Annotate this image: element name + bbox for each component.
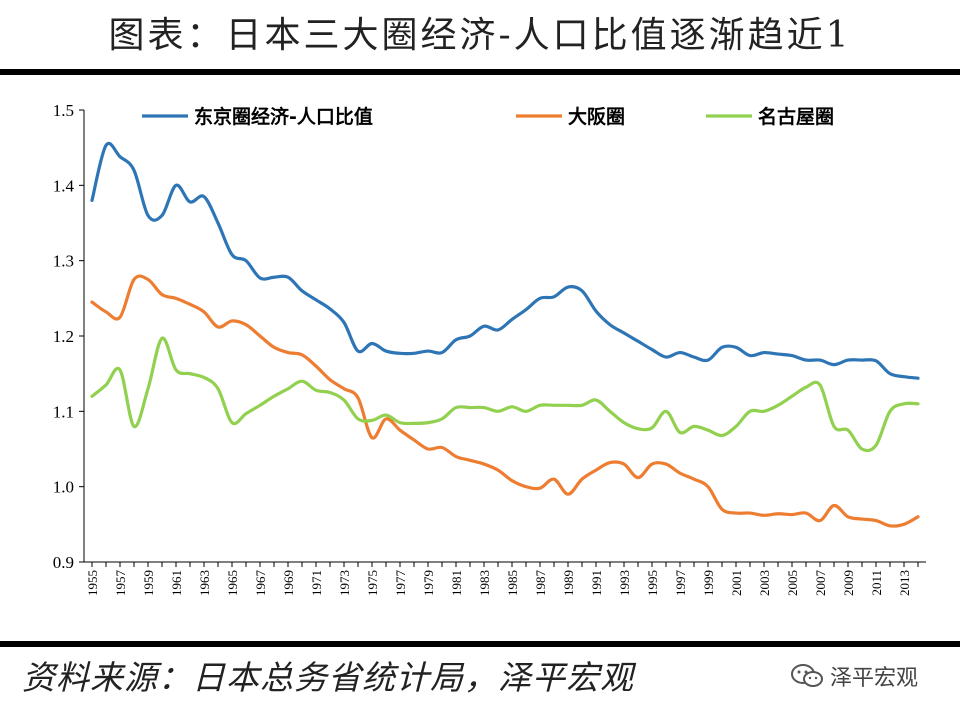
x-tick-label: 1973 <box>337 570 352 596</box>
bottom-divider <box>0 641 960 647</box>
line-chart: 0.91.01.11.21.31.41.5 1955 1957 1959 1961 19… <box>53 101 926 597</box>
x-tick-label: 1991 <box>589 570 604 596</box>
y-axis: 0.9 1.0 1.1 1.2 1.3 1.4 1.5 <box>53 101 84 572</box>
legend-label: 东京圈经济-人口比值 <box>194 105 373 128</box>
x-tick-label: 2009 <box>841 570 856 596</box>
x-tick-label: 2005 <box>785 570 800 596</box>
y-tick-label: 1.3 <box>53 252 74 271</box>
x-tick-label: 1975 <box>365 570 380 596</box>
x-tick-label: 2001 <box>729 570 744 596</box>
x-tick-label: 1997 <box>673 570 688 597</box>
x-tick-label: 2011 <box>869 570 884 596</box>
legend: 东京圈经济-人口比值 大阪圈 名古屋圈 <box>142 105 834 128</box>
watermark-text: 泽平宏观 <box>830 666 919 691</box>
x-tick-label: 2013 <box>897 570 912 596</box>
x-tick-label: 1999 <box>701 570 716 596</box>
x-tick-label: 2003 <box>757 570 772 596</box>
wechat-icon <box>791 664 823 687</box>
legend-label: 大阪圈 <box>568 105 625 128</box>
y-tick-label: 1.4 <box>53 176 75 195</box>
x-tick-label: 1993 <box>617 570 632 596</box>
legend-label: 名古屋圈 <box>758 105 834 128</box>
x-tick-label: 1963 <box>197 570 212 596</box>
x-axis: 1955 1957 1959 1961 1963 1965 1967 1969 1971 1973… <box>85 562 919 597</box>
x-tick-label: 1977 <box>393 570 408 597</box>
y-tick-label: 1.0 <box>53 478 74 497</box>
x-tick-label: 1959 <box>141 570 156 596</box>
x-tick-label: 1983 <box>477 570 492 596</box>
x-tick-label: 1979 <box>421 570 436 596</box>
y-tick-label: 1.2 <box>53 327 74 346</box>
x-tick-label: 1961 <box>169 570 184 596</box>
x-tick-label: 1955 <box>85 570 100 596</box>
y-tick-label: 1.5 <box>53 101 74 120</box>
plot-area <box>83 110 926 563</box>
source-note: 资料来源：日本总务省统计局，泽平宏观 <box>22 658 634 697</box>
x-tick-label: 1969 <box>281 570 296 596</box>
x-tick-label: 1957 <box>113 570 128 597</box>
page-title: 图表：日本三大圈经济-人口比值逐渐趋近1 <box>108 15 852 56</box>
series-line-0 <box>90 141 920 380</box>
y-tick-label: 1.1 <box>53 402 74 421</box>
series-line-2 <box>90 336 920 453</box>
x-tick-label: 1971 <box>309 570 324 596</box>
x-tick-label: 2007 <box>813 570 828 597</box>
series-line-1 <box>90 274 920 528</box>
x-tick-label: 1985 <box>505 570 520 596</box>
top-divider <box>0 69 960 75</box>
x-tick-label: 1981 <box>449 570 464 596</box>
x-tick-label: 1967 <box>253 570 268 597</box>
x-tick-label: 1995 <box>645 570 660 596</box>
x-tick-label: 1987 <box>533 570 548 597</box>
series-lines <box>90 141 920 528</box>
watermark: 泽平宏观 <box>790 660 918 692</box>
x-tick-label: 1989 <box>561 570 576 596</box>
y-tick-label: 0.9 <box>53 553 74 572</box>
x-tick-label: 1965 <box>225 570 240 596</box>
